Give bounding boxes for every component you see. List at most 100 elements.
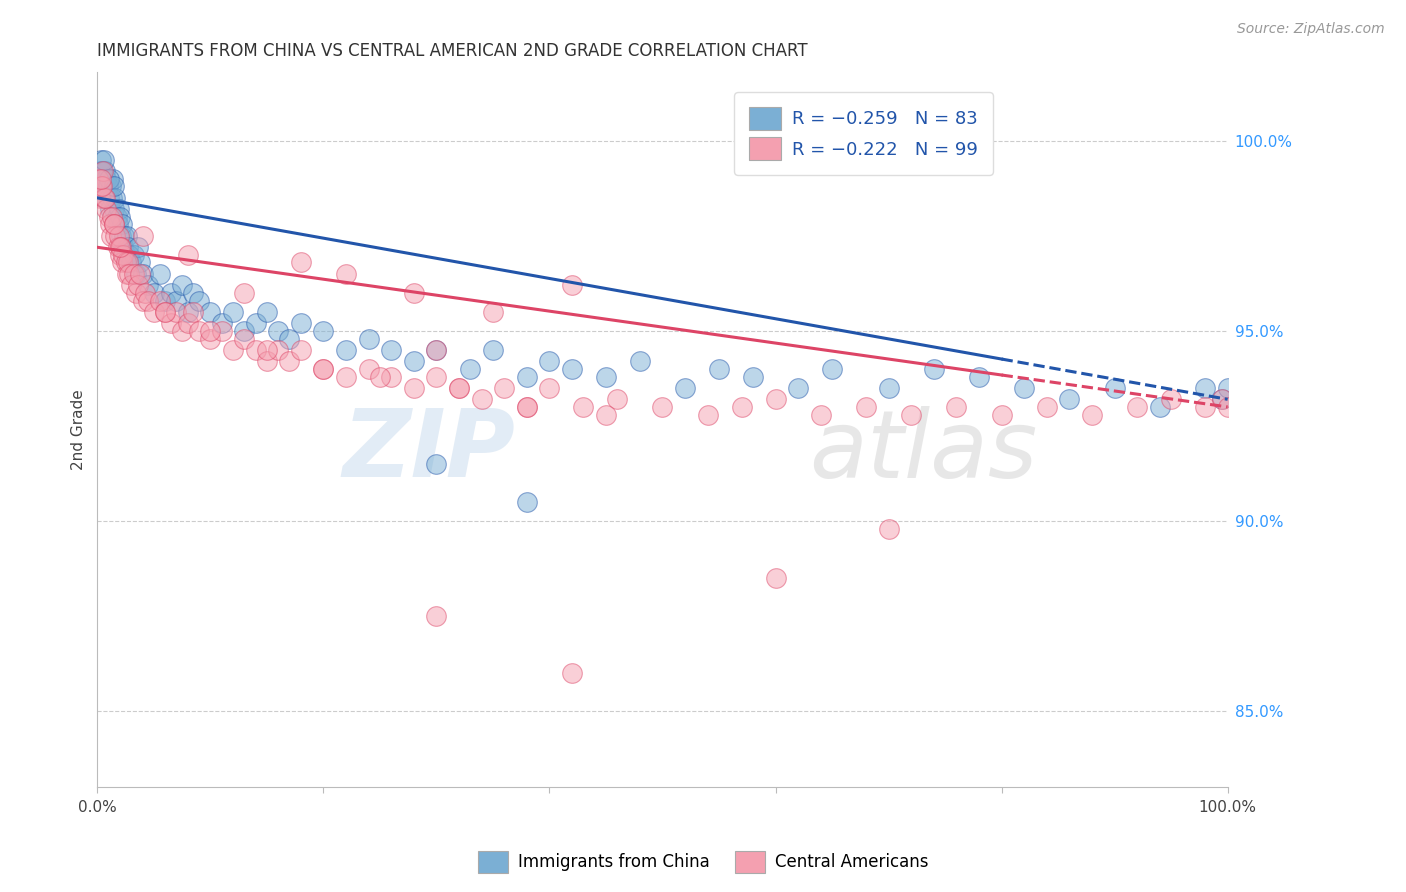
- Point: [131, 228, 153, 243]
- Point: [94, 164, 117, 178]
- Point: [233, 331, 256, 345]
- Point: [87, 172, 110, 186]
- Point: [967, 369, 990, 384]
- Point: [312, 362, 335, 376]
- Point: [200, 331, 222, 345]
- Point: [97, 191, 120, 205]
- Point: [108, 202, 131, 217]
- Point: [990, 408, 1012, 422]
- Point: [115, 228, 138, 243]
- Point: [97, 172, 120, 186]
- Text: IMMIGRANTS FROM CHINA VS CENTRAL AMERICAN 2ND GRADE CORRELATION CHART: IMMIGRANTS FROM CHINA VS CENTRAL AMERICA…: [97, 42, 808, 60]
- Point: [111, 255, 134, 269]
- Point: [1012, 381, 1035, 395]
- Point: [90, 179, 112, 194]
- Point: [108, 240, 131, 254]
- Point: [1211, 392, 1233, 407]
- Point: [821, 362, 844, 376]
- Point: [129, 255, 152, 269]
- Point: [127, 240, 149, 254]
- Point: [159, 316, 181, 330]
- Point: [1126, 400, 1149, 414]
- Point: [166, 305, 188, 319]
- Point: [127, 278, 149, 293]
- Point: [110, 228, 132, 243]
- Point: [516, 369, 538, 384]
- Point: [595, 408, 617, 422]
- Text: Source: ZipAtlas.com: Source: ZipAtlas.com: [1237, 22, 1385, 37]
- Point: [245, 343, 267, 357]
- Point: [1216, 400, 1239, 414]
- Point: [96, 179, 118, 194]
- Point: [425, 609, 447, 624]
- Point: [707, 362, 730, 376]
- Point: [425, 343, 447, 357]
- Point: [211, 324, 233, 338]
- Point: [1194, 381, 1216, 395]
- Text: ZIP: ZIP: [343, 405, 516, 497]
- Point: [96, 202, 118, 217]
- Point: [103, 202, 125, 217]
- Point: [425, 343, 447, 357]
- Point: [148, 267, 170, 281]
- Point: [108, 228, 131, 243]
- Point: [183, 305, 205, 319]
- Point: [233, 324, 256, 338]
- Point: [368, 369, 391, 384]
- Point: [112, 248, 135, 262]
- Point: [447, 381, 470, 395]
- Point: [1194, 400, 1216, 414]
- Point: [172, 324, 194, 338]
- Point: [1211, 392, 1233, 407]
- Point: [402, 381, 425, 395]
- Point: [120, 278, 142, 293]
- Point: [1216, 381, 1239, 395]
- Point: [730, 400, 752, 414]
- Point: [1081, 408, 1104, 422]
- Point: [561, 362, 583, 376]
- Point: [606, 392, 628, 407]
- Point: [98, 202, 121, 217]
- Point: [118, 267, 141, 281]
- Point: [312, 324, 335, 338]
- Point: [538, 381, 561, 395]
- Point: [561, 278, 583, 293]
- Point: [118, 248, 141, 262]
- Point: [122, 267, 145, 281]
- Point: [153, 305, 176, 319]
- Point: [94, 191, 117, 205]
- Point: [114, 255, 136, 269]
- Point: [278, 331, 301, 345]
- Point: [100, 179, 122, 194]
- Point: [673, 381, 696, 395]
- Point: [312, 362, 335, 376]
- Point: [290, 255, 312, 269]
- Point: [516, 400, 538, 414]
- Point: [177, 305, 200, 319]
- Point: [188, 324, 211, 338]
- Point: [101, 191, 124, 205]
- Point: [402, 354, 425, 368]
- Point: [357, 362, 380, 376]
- Point: [877, 522, 900, 536]
- Point: [125, 285, 148, 300]
- Point: [222, 305, 245, 319]
- Legend: Immigrants from China, Central Americans: Immigrants from China, Central Americans: [471, 845, 935, 880]
- Point: [122, 248, 145, 262]
- Point: [402, 285, 425, 300]
- Point: [267, 324, 290, 338]
- Point: [120, 255, 142, 269]
- Point: [115, 267, 138, 281]
- Point: [172, 278, 194, 293]
- Point: [742, 369, 765, 384]
- Point: [1059, 392, 1081, 407]
- Point: [222, 343, 245, 357]
- Point: [177, 316, 200, 330]
- Point: [90, 153, 112, 167]
- Point: [425, 369, 447, 384]
- Point: [787, 381, 810, 395]
- Point: [101, 210, 124, 224]
- Point: [765, 392, 787, 407]
- Point: [131, 293, 153, 308]
- Point: [103, 218, 125, 232]
